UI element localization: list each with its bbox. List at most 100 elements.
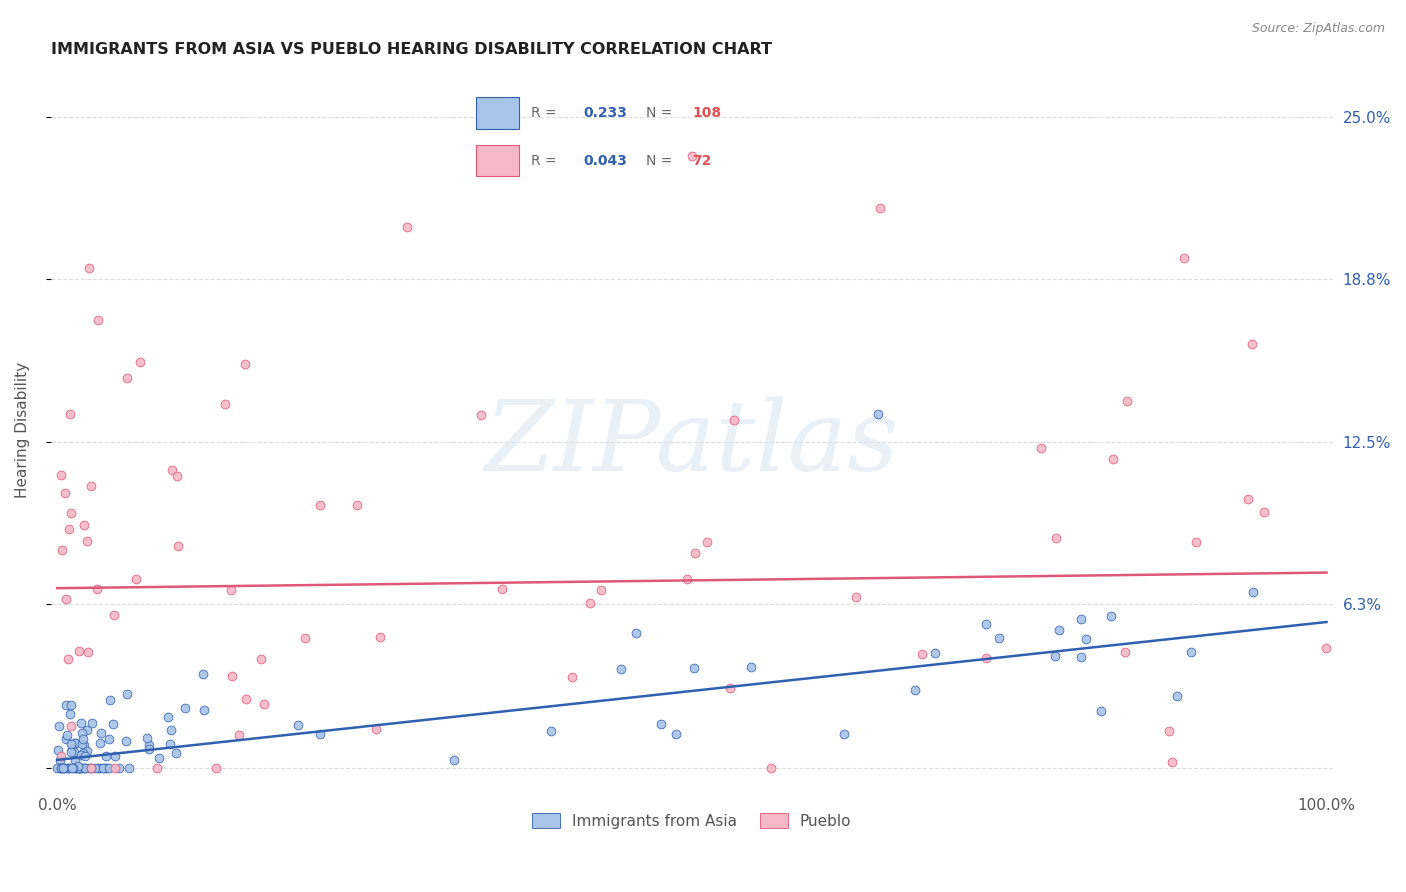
Point xyxy=(309,727,332,741)
Point xyxy=(58,761,80,775)
Point xyxy=(46,743,69,757)
Legend: Immigrants from Asia, Pueblo: Immigrants from Asia, Pueblo xyxy=(526,807,858,835)
Point xyxy=(80,479,103,493)
Point xyxy=(115,734,138,748)
Point xyxy=(104,749,127,764)
Point xyxy=(49,761,72,775)
Point xyxy=(869,202,891,216)
Point xyxy=(59,706,82,721)
Point xyxy=(309,498,332,512)
Point xyxy=(62,745,84,759)
Point xyxy=(626,625,648,640)
Point xyxy=(58,761,80,775)
Point xyxy=(610,662,633,676)
Point xyxy=(73,761,96,775)
Point xyxy=(191,666,214,681)
Point xyxy=(1185,535,1208,549)
Point xyxy=(70,715,93,730)
Point xyxy=(650,716,672,731)
Point xyxy=(70,738,93,752)
Point xyxy=(55,592,77,607)
Point xyxy=(1315,640,1337,655)
Point xyxy=(89,736,111,750)
Point xyxy=(53,761,76,775)
Point xyxy=(70,761,93,775)
Point xyxy=(221,669,243,683)
Point xyxy=(76,744,98,758)
Text: Source: ZipAtlas.com: Source: ZipAtlas.com xyxy=(1251,22,1385,36)
Point xyxy=(117,370,139,384)
Point xyxy=(193,703,215,717)
Point xyxy=(52,761,75,775)
Point xyxy=(55,698,77,713)
Point xyxy=(205,761,228,775)
Point xyxy=(67,761,90,775)
Point xyxy=(214,397,236,411)
Point xyxy=(65,736,87,750)
Point xyxy=(67,761,90,775)
Point xyxy=(235,692,257,706)
Point xyxy=(51,542,73,557)
Point xyxy=(80,761,103,775)
Point xyxy=(148,751,170,765)
Point xyxy=(723,413,745,427)
Point xyxy=(72,746,94,760)
Point xyxy=(173,701,195,715)
Point xyxy=(561,670,583,684)
Point xyxy=(70,726,93,740)
Point xyxy=(974,616,997,631)
Point xyxy=(62,761,84,775)
Point xyxy=(368,630,391,644)
Point xyxy=(1161,755,1184,769)
Point xyxy=(346,498,368,512)
Point xyxy=(591,583,613,598)
Point xyxy=(904,683,927,698)
Point xyxy=(79,761,101,775)
Point xyxy=(1029,441,1052,455)
Point xyxy=(396,219,419,234)
Point xyxy=(55,732,77,747)
Point xyxy=(1253,505,1275,519)
Point xyxy=(253,698,276,712)
Point xyxy=(59,407,82,421)
Point xyxy=(167,539,190,553)
Point xyxy=(759,761,782,775)
Point xyxy=(52,761,75,775)
Point xyxy=(676,573,699,587)
Point xyxy=(56,761,79,775)
Point xyxy=(118,761,141,775)
Point xyxy=(51,748,73,763)
Point xyxy=(94,749,117,764)
Point xyxy=(1090,704,1112,718)
Point xyxy=(160,723,183,737)
Point xyxy=(60,742,83,756)
Point xyxy=(1070,649,1092,664)
Point xyxy=(681,149,703,163)
Point xyxy=(470,408,492,422)
Point xyxy=(103,608,125,623)
Point xyxy=(1074,632,1097,646)
Point xyxy=(911,647,934,661)
Point xyxy=(53,486,76,500)
Point xyxy=(228,728,250,742)
Point xyxy=(84,761,107,775)
Point xyxy=(69,747,91,762)
Point xyxy=(82,716,104,731)
Point xyxy=(72,739,94,753)
Point xyxy=(128,355,150,369)
Point xyxy=(1240,337,1263,351)
Point xyxy=(138,742,160,756)
Point xyxy=(97,761,120,775)
Point xyxy=(287,718,309,732)
Point xyxy=(136,731,159,746)
Point xyxy=(579,596,602,610)
Point xyxy=(160,463,183,477)
Point xyxy=(46,761,69,775)
Point xyxy=(685,546,707,560)
Text: IMMIGRANTS FROM ASIA VS PUEBLO HEARING DISABILITY CORRELATION CHART: IMMIGRANTS FROM ASIA VS PUEBLO HEARING D… xyxy=(51,42,772,57)
Point xyxy=(146,761,169,775)
Point xyxy=(48,718,70,732)
Point xyxy=(366,722,388,736)
Point xyxy=(1114,645,1136,659)
Point xyxy=(87,313,110,327)
